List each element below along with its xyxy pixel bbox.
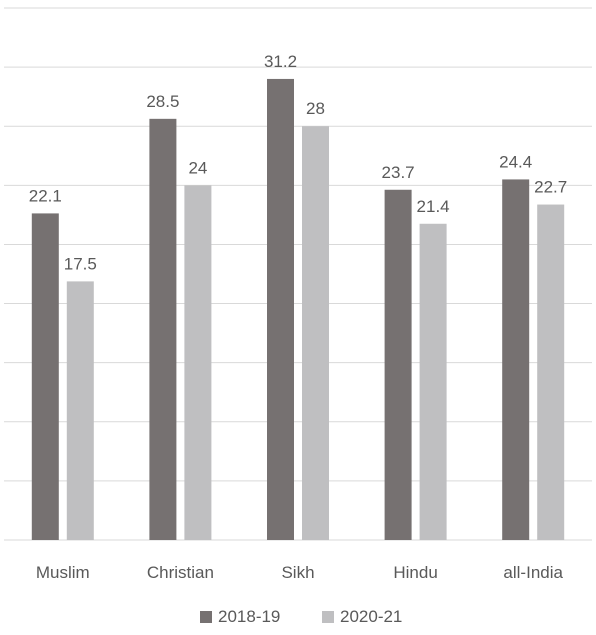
bar-muslim-2020-21 <box>66 281 94 540</box>
x-tick-label: Christian <box>147 563 214 582</box>
legend-swatch <box>200 611 212 623</box>
bar-muslim-2018-19 <box>31 213 59 540</box>
x-tick-label: Sikh <box>281 563 314 582</box>
legend-label: 2018-19 <box>218 607 280 626</box>
gridlines <box>4 7 592 541</box>
bar-hindu-2020-21 <box>419 223 447 540</box>
bar-hindu-2018-19 <box>384 189 412 540</box>
x-tick-label: Muslim <box>36 563 90 582</box>
data-label: 28 <box>306 99 325 118</box>
data-label: 21.4 <box>417 197 450 216</box>
data-label: 17.5 <box>64 254 97 273</box>
x-tick-label: Hindu <box>393 563 437 582</box>
legend-label: 2020-21 <box>340 607 402 626</box>
bar-sikh-2018-19 <box>267 78 294 540</box>
data-label: 24.4 <box>499 152 532 171</box>
bar-christian-2020-21 <box>184 185 212 541</box>
x-tick-label: all-India <box>503 563 563 582</box>
data-labels-group: 22.1 17.5 28.5 24 31.2 28 23.721.4 24.422.7 <box>29 52 567 273</box>
bar-all-india-2020-21 <box>537 204 565 541</box>
bar-christian-2018-19 <box>149 118 177 540</box>
legend: 2018-19 2020-21 <box>200 607 402 626</box>
data-label: 28.5 <box>146 92 179 111</box>
data-label: 22.1 <box>29 186 62 205</box>
x-axis-tick-labels: Muslim Christian Sikh Hindu all-India <box>36 563 564 582</box>
bar-all-india-2018-19 <box>502 179 530 540</box>
data-label: 23.7 <box>382 163 415 182</box>
bars-group <box>31 78 565 541</box>
bar-sikh-2020-21 <box>302 126 329 540</box>
data-label: 24 <box>188 158 207 177</box>
data-label: 22.7 <box>534 178 567 197</box>
data-label: 31.2 <box>264 52 297 71</box>
legend-swatch <box>322 611 334 623</box>
